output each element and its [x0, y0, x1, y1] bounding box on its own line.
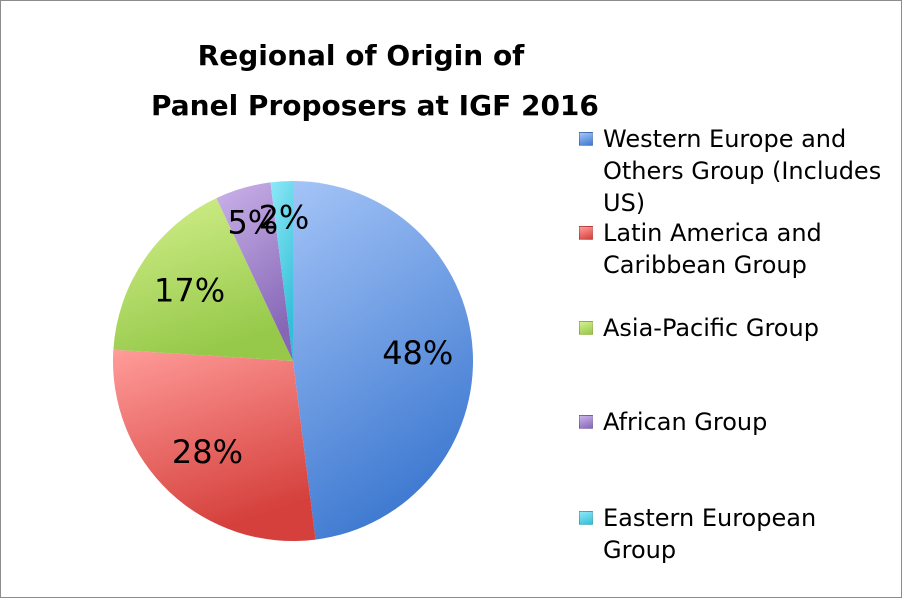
pie-value-label-eastern-europe: 2%	[259, 198, 310, 236]
pie-labels: 48% 28% 17%5%2%	[154, 198, 453, 471]
chart-title: Regional of Origin of Panel Proposers at…	[151, 31, 599, 131]
pie-slice-asia-pacific	[113, 198, 293, 361]
legend-label-latin-america: Latin America and Caribbean Group	[603, 219, 822, 279]
pie-slice-latin-america	[112, 349, 316, 541]
pie-slice-african	[216, 182, 293, 361]
chart-title-line-1: Regional of Origin of	[197, 39, 525, 72]
pie-value-label-latin-america: 28%	[172, 433, 243, 471]
pie-value-label-asia-pacific: 17%	[154, 272, 225, 310]
legend-swatch-african	[579, 415, 593, 429]
chart-title-line-2: Panel Proposers at IGF 2016	[151, 89, 599, 122]
legend-swatch-asia-pacific	[579, 321, 593, 335]
pie-slices	[112, 181, 474, 541]
legend-label-western-europe: Western Europe and Others Group (Include…	[603, 125, 882, 217]
legend-swatch-latin-america	[579, 226, 593, 240]
pie-slice-western-europe	[293, 181, 474, 540]
legend-swatch-eastern-europe	[579, 511, 593, 525]
legend-label-asia-pacific: Asia-Pacific Group	[603, 314, 819, 342]
pie-value-label-african: 5%	[227, 204, 278, 242]
legend-label-african: African Group	[603, 408, 768, 436]
legend-label-eastern-europe: Eastern European Group	[603, 504, 817, 564]
pie-slice-eastern-europe	[270, 181, 293, 361]
legend-swatch-western-europe	[579, 132, 593, 146]
pie-value-label-western-europe: 48%	[382, 334, 453, 372]
